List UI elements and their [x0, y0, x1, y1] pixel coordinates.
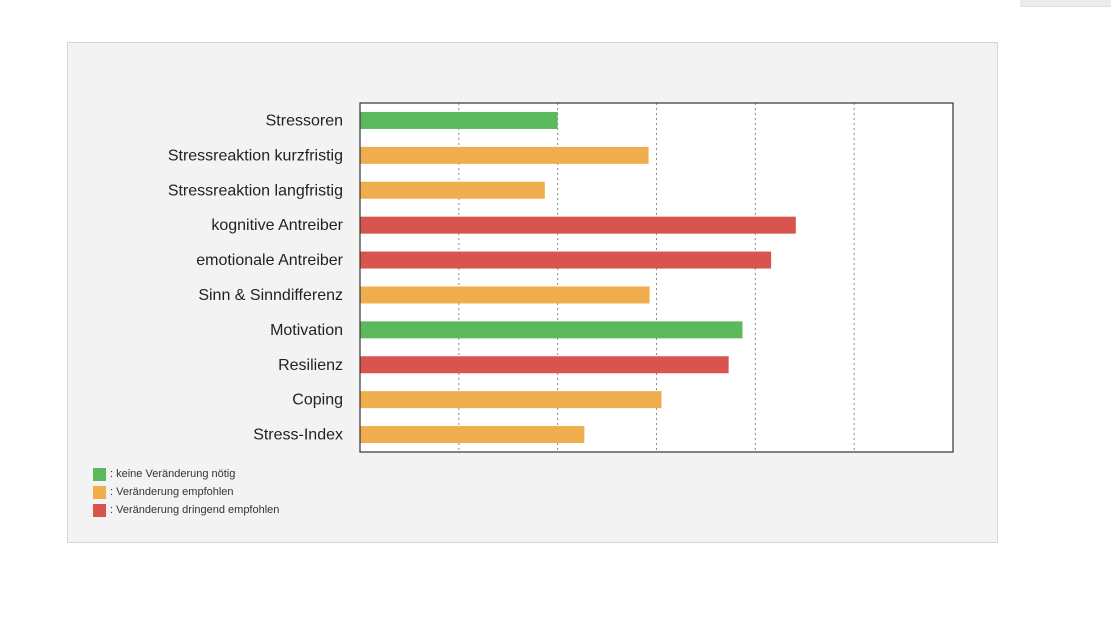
legend-item-green: : keine Veränderung nötig — [93, 465, 279, 483]
bar-5 — [360, 286, 650, 304]
bar-2 — [360, 181, 545, 199]
category-label-5: Sinn & Sinndifferenz — [198, 287, 343, 304]
bar-1 — [360, 146, 649, 164]
legend-swatch-red — [93, 503, 106, 517]
category-label-1: Stressreaktion kurzfristig — [168, 147, 343, 164]
category-label-2: Stressreaktion langfristig — [168, 182, 343, 199]
chart-panel: Stressoren Stressreaktion kurzfristig Stre… — [67, 42, 998, 543]
legend-label-orange: : Veränderung empfohlen — [110, 486, 234, 498]
category-label-0: Stressoren — [266, 112, 343, 129]
legend-swatch-green — [93, 467, 106, 481]
bar-6 — [360, 321, 743, 339]
bar-4 — [360, 251, 772, 269]
category-label-4: emotionale Antreiber — [196, 252, 343, 269]
legend-item-red: : Veränderung dringend empfohlen — [93, 501, 279, 519]
legend: : keine Veränderung nötig : Veränderung … — [93, 465, 279, 519]
legend-label-red: : Veränderung dringend empfohlen — [110, 504, 280, 516]
top-right-toolbar-strip — [1020, 0, 1111, 7]
category-label-7: Resilienz — [278, 357, 343, 374]
bar-0 — [360, 111, 558, 129]
bar-9 — [360, 426, 585, 444]
bar-7 — [360, 356, 729, 374]
bar-chart: Stressoren Stressreaktion kurzfristig Stre… — [168, 102, 954, 453]
plot-frame — [359, 102, 954, 453]
legend-item-orange: : Veränderung empfohlen — [93, 483, 279, 501]
legend-label-green: : keine Veränderung nötig — [110, 468, 236, 480]
category-label-3: kognitive Antreiber — [211, 217, 343, 234]
category-label-8: Coping — [292, 392, 343, 409]
bar-3 — [360, 216, 796, 234]
category-label-9: Stress-Index — [253, 427, 343, 444]
legend-swatch-orange — [93, 485, 106, 499]
category-label-6: Motivation — [270, 322, 343, 339]
bar-8 — [360, 391, 662, 409]
